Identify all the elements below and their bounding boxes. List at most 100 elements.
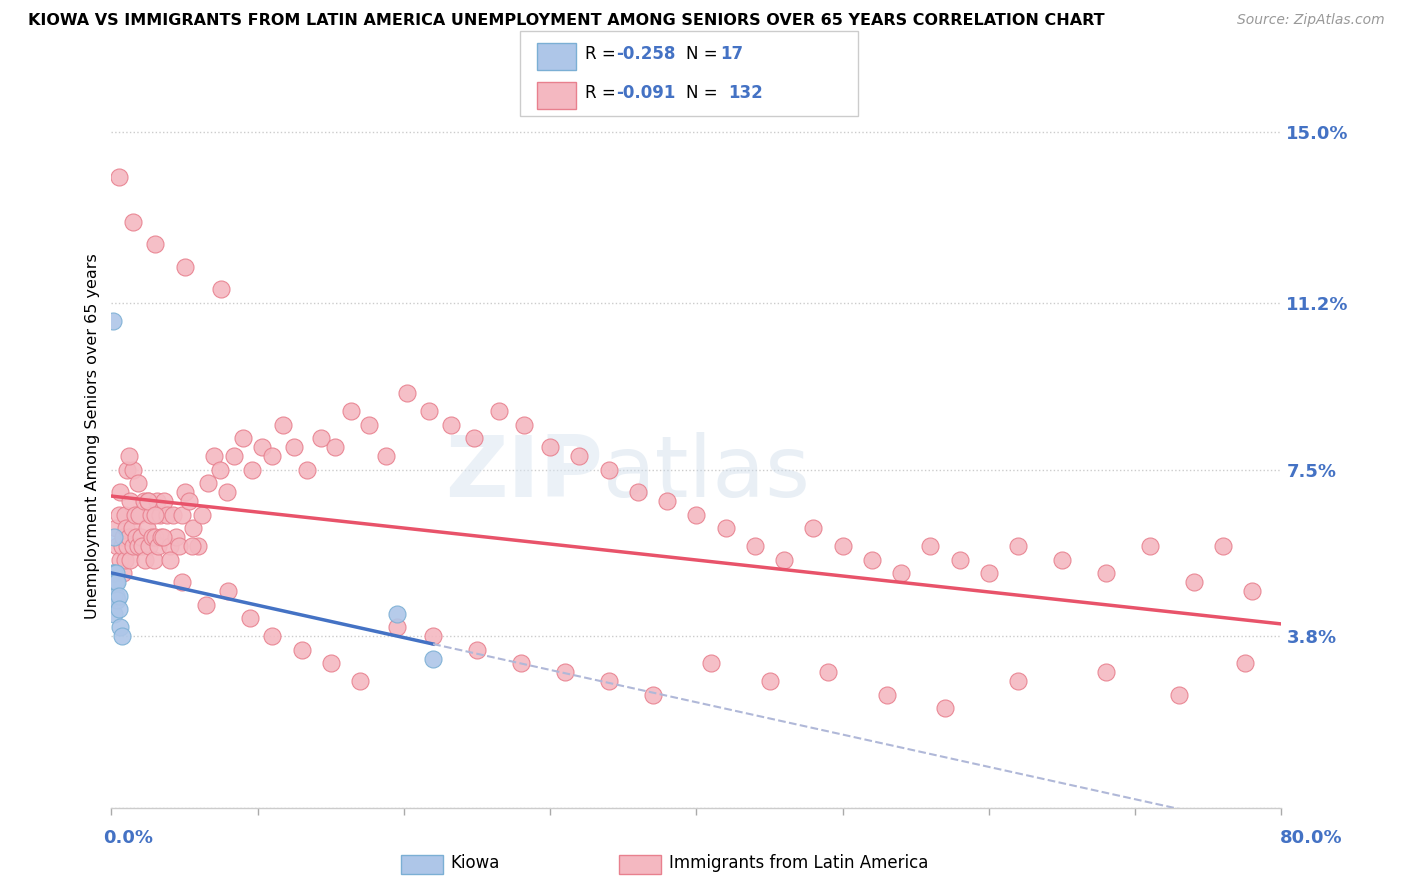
Point: [395, 386, 418, 401]
Point: [949, 553, 972, 567]
Point: [217, 584, 239, 599]
Point: [224, 449, 246, 463]
Text: ZIP: ZIP: [446, 432, 603, 515]
Point: [120, 494, 142, 508]
Point: [101, 314, 124, 328]
Point: [657, 494, 679, 508]
Point: [181, 521, 204, 535]
Point: [104, 575, 127, 590]
Point: [103, 607, 125, 621]
Point: [159, 539, 181, 553]
Point: [142, 553, 165, 567]
Point: [173, 260, 195, 274]
Point: [107, 508, 129, 522]
Point: [598, 674, 620, 689]
Point: [108, 485, 131, 500]
Point: [128, 508, 150, 522]
Text: 0.0%: 0.0%: [103, 830, 153, 847]
Point: [357, 417, 380, 432]
Text: R =: R =: [585, 84, 621, 102]
Point: [920, 539, 942, 553]
Point: [177, 494, 200, 508]
Point: [105, 593, 128, 607]
Point: [136, 494, 159, 508]
Text: atlas: atlas: [603, 432, 811, 515]
Point: [108, 553, 131, 567]
Point: [129, 530, 152, 544]
Point: [148, 539, 170, 553]
Point: [538, 440, 561, 454]
Point: [700, 657, 723, 671]
Point: [385, 607, 408, 621]
Point: [139, 508, 162, 522]
Point: [831, 539, 853, 553]
Point: [101, 566, 124, 581]
Point: [860, 553, 883, 567]
Point: [627, 485, 650, 500]
Point: [1007, 539, 1029, 553]
Point: [215, 485, 238, 500]
Point: [465, 643, 488, 657]
Point: [385, 620, 408, 634]
Point: [271, 417, 294, 432]
Point: [1139, 539, 1161, 553]
Point: [488, 404, 510, 418]
Point: [1233, 657, 1256, 671]
Point: [132, 494, 155, 508]
Point: [162, 508, 184, 522]
Point: [232, 431, 254, 445]
Point: [117, 462, 139, 476]
Point: [934, 701, 956, 715]
Point: [1050, 553, 1073, 567]
Point: [208, 462, 231, 476]
Point: [440, 417, 463, 432]
Point: [107, 169, 129, 184]
Point: [685, 508, 707, 522]
Point: [114, 553, 136, 567]
Point: [111, 539, 134, 553]
Text: Source: ZipAtlas.com: Source: ZipAtlas.com: [1237, 13, 1385, 28]
Text: Immigrants from Latin America: Immigrants from Latin America: [669, 855, 928, 872]
Point: [135, 521, 157, 535]
Point: [890, 566, 912, 581]
Point: [170, 575, 193, 590]
Point: [187, 539, 209, 553]
Point: [209, 282, 232, 296]
Point: [180, 539, 202, 553]
Point: [375, 449, 398, 463]
Point: [125, 530, 148, 544]
Point: [143, 530, 166, 544]
Point: [115, 521, 138, 535]
Text: -0.091: -0.091: [616, 84, 675, 102]
Point: [773, 553, 796, 567]
Point: [1007, 674, 1029, 689]
Point: [136, 494, 159, 508]
Text: -0.258: -0.258: [616, 45, 675, 63]
Point: [250, 440, 273, 454]
Point: [195, 598, 218, 612]
Point: [202, 449, 225, 463]
Point: [1212, 539, 1234, 553]
Point: [598, 462, 620, 476]
Point: [108, 620, 131, 634]
Point: [149, 508, 172, 522]
Point: [349, 674, 371, 689]
Point: [197, 476, 219, 491]
Point: [134, 553, 156, 567]
Point: [122, 539, 145, 553]
Point: [422, 652, 444, 666]
Point: [107, 602, 129, 616]
Text: R =: R =: [585, 45, 621, 63]
Point: [112, 566, 135, 581]
Text: 80.0%: 80.0%: [1279, 830, 1343, 847]
Point: [104, 521, 127, 535]
Point: [297, 462, 319, 476]
Point: [554, 665, 576, 680]
Point: [262, 449, 284, 463]
Point: [290, 643, 312, 657]
Point: [153, 494, 176, 508]
Point: [159, 553, 181, 567]
Point: [143, 237, 166, 252]
Point: [112, 530, 135, 544]
Point: [107, 589, 129, 603]
